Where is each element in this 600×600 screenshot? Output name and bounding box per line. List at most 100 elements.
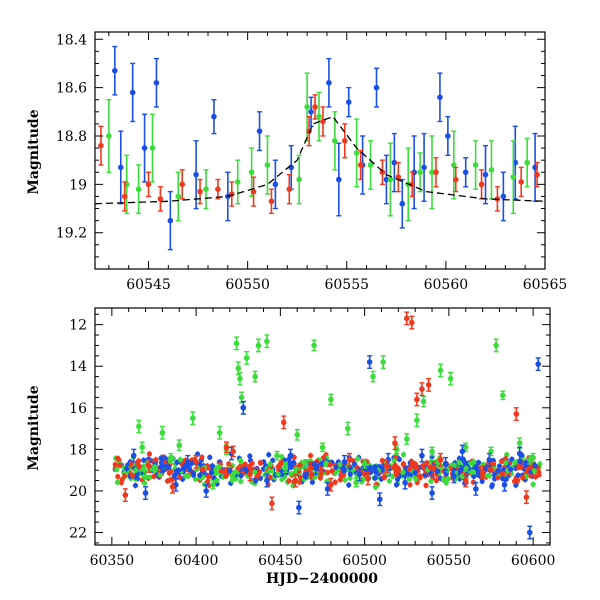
band-point [502,456,509,462]
data-point [238,394,245,401]
band-point [456,460,462,466]
band-point [153,457,159,463]
band-point [141,457,147,463]
band-point [536,469,542,475]
band-point [229,477,235,483]
data-point [437,367,444,374]
data-point [153,79,160,86]
data-point [233,340,240,347]
y-tick-label: 18.4 [56,32,87,48]
data-point [193,459,199,465]
data-point [473,486,479,492]
zoomed-light-curve-panel: 60545 60550 60555 60560 60565 18.4 18.6 18.8 19… [26,31,568,293]
data-point [176,442,183,449]
band-point [531,468,537,474]
data-point [524,159,530,166]
data-point [179,181,186,188]
data-point [169,483,176,490]
band-point [320,455,327,461]
band-point [474,466,480,473]
data-point [268,198,275,205]
bottom-data-points [112,311,543,540]
band-point [471,473,477,480]
band-point [337,462,343,468]
series-blue [112,45,538,251]
x-tick-label: 60550 [225,277,270,293]
data-point [523,494,530,500]
band-point [411,463,417,469]
data-point [376,496,383,503]
data-point [433,169,439,176]
data-point [247,471,253,478]
series-green [136,334,536,490]
series-blue [130,355,542,540]
data-point [336,176,342,183]
band-point [208,469,215,476]
band-point [393,482,400,488]
data-point [353,150,360,156]
band-point [214,477,220,483]
x-tick-label: 60565 [523,277,568,293]
series-red [122,311,530,511]
band-point [503,460,509,466]
y-tick-label: 12 [69,318,87,334]
band-point [119,476,125,483]
band-point [379,457,385,464]
band-point [341,468,347,474]
data-point [328,481,334,488]
data-point [189,415,196,421]
data-point [197,188,203,195]
y-tick-label: 22 [69,526,87,542]
y-tick-label: 19 [69,177,87,193]
data-point [269,500,275,507]
band-point [249,460,255,466]
data-point [366,359,373,365]
band-point [440,476,447,482]
band-point [423,482,429,488]
data-point [409,319,415,326]
data-point [326,79,332,86]
band-point [406,476,413,482]
data-point [419,386,425,392]
band-point [166,470,172,476]
data-point [429,448,435,455]
data-point [142,490,149,496]
data-point [518,179,525,185]
band-point [275,471,281,477]
data-point [112,67,118,74]
data-point [235,365,242,372]
bottom-plot-frame [94,307,551,546]
data-point [264,162,271,168]
data-point [175,193,182,200]
band-point [496,463,503,469]
model-curve-line [95,115,545,205]
band-point [279,454,285,460]
band-point [141,467,148,473]
band-point [115,455,121,461]
data-point [451,473,457,480]
band-point [253,478,259,484]
band-point [229,473,235,479]
data-point [98,142,104,149]
band-point [220,468,227,474]
band-point [337,477,343,483]
data-point [486,456,493,463]
band-point [372,464,378,470]
data-point [106,133,112,139]
band-point [400,461,407,467]
data-point [302,461,309,467]
data-point [500,392,506,399]
data-point [379,169,386,176]
data-point [482,171,489,178]
band-point [433,477,440,484]
band-point [197,472,203,478]
data-point [417,169,423,176]
data-point [346,456,353,463]
band-point [114,466,120,473]
data-point [157,196,164,202]
band-point [227,467,233,474]
band-point [530,481,536,487]
data-point [296,176,302,183]
band-point [424,460,430,466]
band-point [485,473,491,479]
